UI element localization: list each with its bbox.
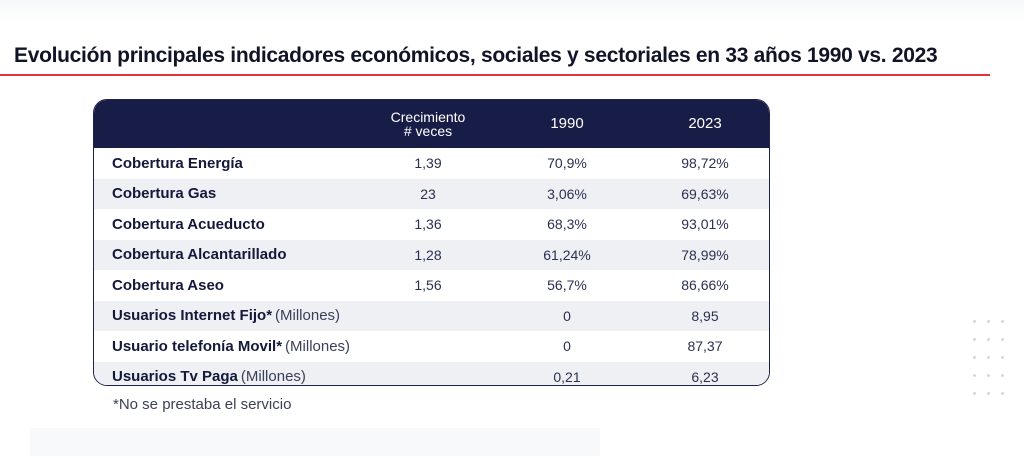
row-growth: 23 [420,185,436,202]
row-label: Cobertura Acueducto [112,215,265,233]
row-1990: 3,06% [547,185,587,202]
row-label: Cobertura Aseo [112,276,224,294]
table-row: Cobertura Energía 1,39 70,9% 98,72% [94,148,769,179]
row-1990: 0,21 [553,368,581,385]
table-body: Cobertura Energía 1,39 70,9% 98,72% Cobe… [94,148,769,386]
row-label: Usuarios Internet Fijo* [112,307,273,325]
row-growth [374,331,482,362]
table-row: Cobertura Aseo 1,56 56,7% 86,66% [94,270,769,301]
table-row: Cobertura Acueducto 1,36 68,3% 93,01% [94,209,769,240]
row-2023: 93,01% [681,216,729,233]
row-2023: 87,37 [687,338,723,355]
table-row: Usuarios Tv Paga (Millones) 0,21 6,23 [94,361,769,386]
row-2023: 69,63% [681,185,729,202]
row-unit: (Millones) [285,337,351,355]
row-label: Cobertura Gas [112,185,217,203]
table-row: Cobertura Alcantarillado 1,28 61,24% 78,… [94,239,769,270]
row-growth [374,301,482,332]
row-label: Cobertura Energía [112,154,243,172]
table-header: Crecimiento # veces 1990 2023 [94,100,769,148]
bottom-caption-strip [30,428,600,456]
title-underline [0,74,990,76]
row-growth: 1,36 [414,216,442,233]
indicators-table: Crecimiento # veces 1990 2023 Cobertura … [93,99,770,386]
row-1990: 68,3% [547,216,587,233]
row-1990: 61,24% [543,246,591,263]
row-2023: 98,72% [681,155,729,172]
header-growth-line2: # veces [403,123,453,139]
header-growth-line1: Crecimiento [390,109,466,125]
row-2023: 8,95 [691,307,719,324]
table-row: Usuario telefonía Movil* (Millones) 0 87,… [94,331,769,362]
row-2023: 78,99% [681,246,729,263]
header-1990: 1990 [550,115,584,132]
table-row: Cobertura Gas 23 3,06% 69,63% [94,178,769,209]
header-growth: Crecimiento # veces [374,100,482,148]
row-growth: 1,56 [414,277,442,294]
row-2023: 86,66% [681,277,729,294]
row-unit: (Millones) [240,368,306,386]
decorative-dot-grid [973,320,1013,410]
row-1990: 0 [563,307,571,324]
row-1990: 70,9% [547,155,587,172]
row-growth [374,362,482,386]
row-1990: 0 [563,338,571,355]
row-1990: 56,7% [547,277,587,294]
top-banner-strip [0,0,1024,22]
page-title: Evolución principales indicadores económ… [14,44,938,67]
table-row: Usuarios Internet Fijo* (Millones) 0 8,95 [94,300,769,332]
row-label: Cobertura Alcantarillado [112,246,287,264]
header-2023: 2023 [688,115,722,132]
row-growth: 1,39 [414,155,442,172]
row-label: Usuario telefonía Movil* [112,337,283,355]
footnote: *No se prestaba el servicio [113,396,292,413]
row-growth: 1,28 [414,246,442,263]
row-2023: 6,23 [691,368,719,385]
row-unit: (Millones) [275,307,341,325]
row-label: Usuarios Tv Paga [112,368,238,386]
